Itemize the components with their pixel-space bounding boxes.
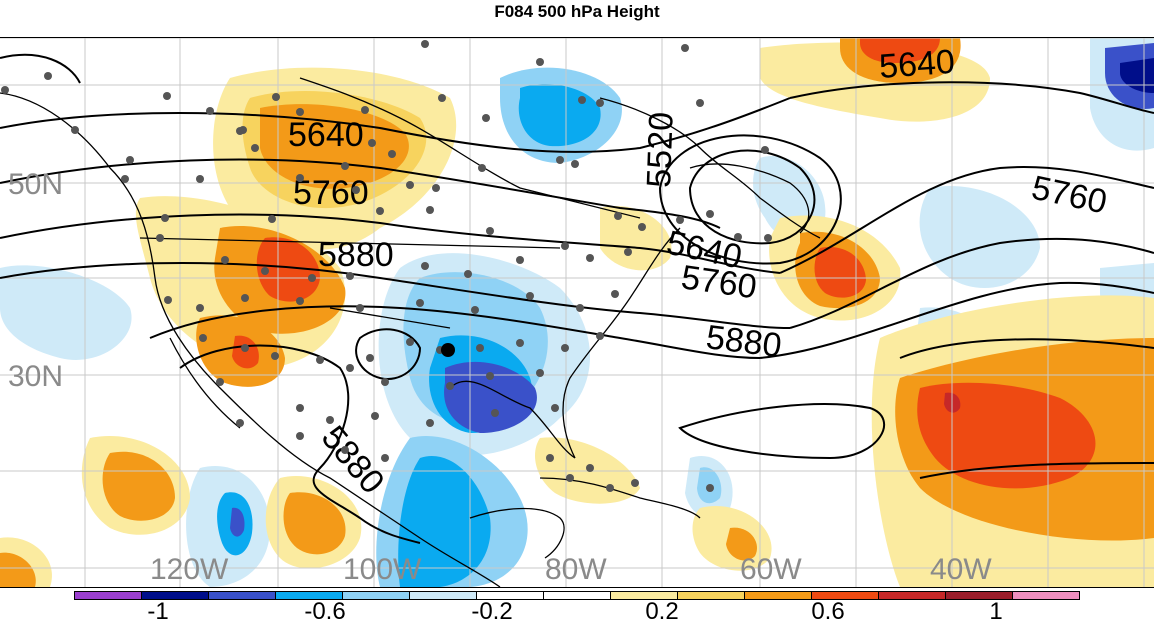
colorbar-segment	[678, 592, 745, 599]
colorbar-segment	[75, 592, 142, 599]
colorbar-label: -1	[147, 598, 169, 625]
contour-label: 5760	[679, 258, 759, 306]
colorbar-segment	[276, 592, 343, 599]
contour-label: 5520	[640, 111, 681, 188]
colorbar-segment	[812, 592, 879, 599]
colorbar	[74, 591, 1080, 600]
height-contours	[0, 53, 1154, 544]
colorbar-segment	[611, 592, 678, 599]
lon-label-120w: 120W	[150, 553, 229, 586]
colorbar-label: -0.6	[304, 598, 346, 625]
contour-label: 5640	[878, 43, 956, 86]
contour-label: 5640	[288, 116, 364, 154]
colorbar-label: 0.2	[645, 598, 679, 625]
map-title: F084 500 hPa Height	[494, 2, 660, 21]
colorbar-label: 0.6	[811, 598, 845, 625]
colorbar-segment	[343, 592, 410, 599]
lon-label-40w: 40W	[930, 553, 992, 586]
colorbar-segment	[209, 592, 276, 599]
lon-label-60w: 60W	[740, 553, 802, 586]
lon-label-100w: 100W	[343, 553, 422, 586]
station-dots	[1, 40, 772, 492]
lon-label-80w: 80W	[545, 553, 607, 586]
colorbar-segment	[142, 592, 209, 599]
colorbar-label: 1	[989, 598, 1003, 625]
colorbar-segment	[879, 592, 946, 599]
contour-label: 5880	[318, 236, 394, 274]
coastlines	[0, 77, 821, 587]
colorbar-segment	[410, 592, 477, 599]
colorbar-label: -0.2	[471, 598, 513, 625]
colorbar-segment	[477, 592, 544, 599]
colorbar-segment	[745, 592, 812, 599]
contour-label: 5880	[704, 318, 784, 365]
contour-label: 5760	[1028, 169, 1110, 222]
colorbar-segment	[946, 592, 1013, 599]
colorbar-segment	[544, 592, 611, 599]
colorbar-segment	[1013, 592, 1079, 599]
height-map: 5640 5760 5880 5520 5640 5760 5880 5640 …	[0, 37, 1154, 588]
lat-label-30n: 30N	[8, 360, 64, 393]
lat-label-50n: 50N	[8, 168, 64, 201]
